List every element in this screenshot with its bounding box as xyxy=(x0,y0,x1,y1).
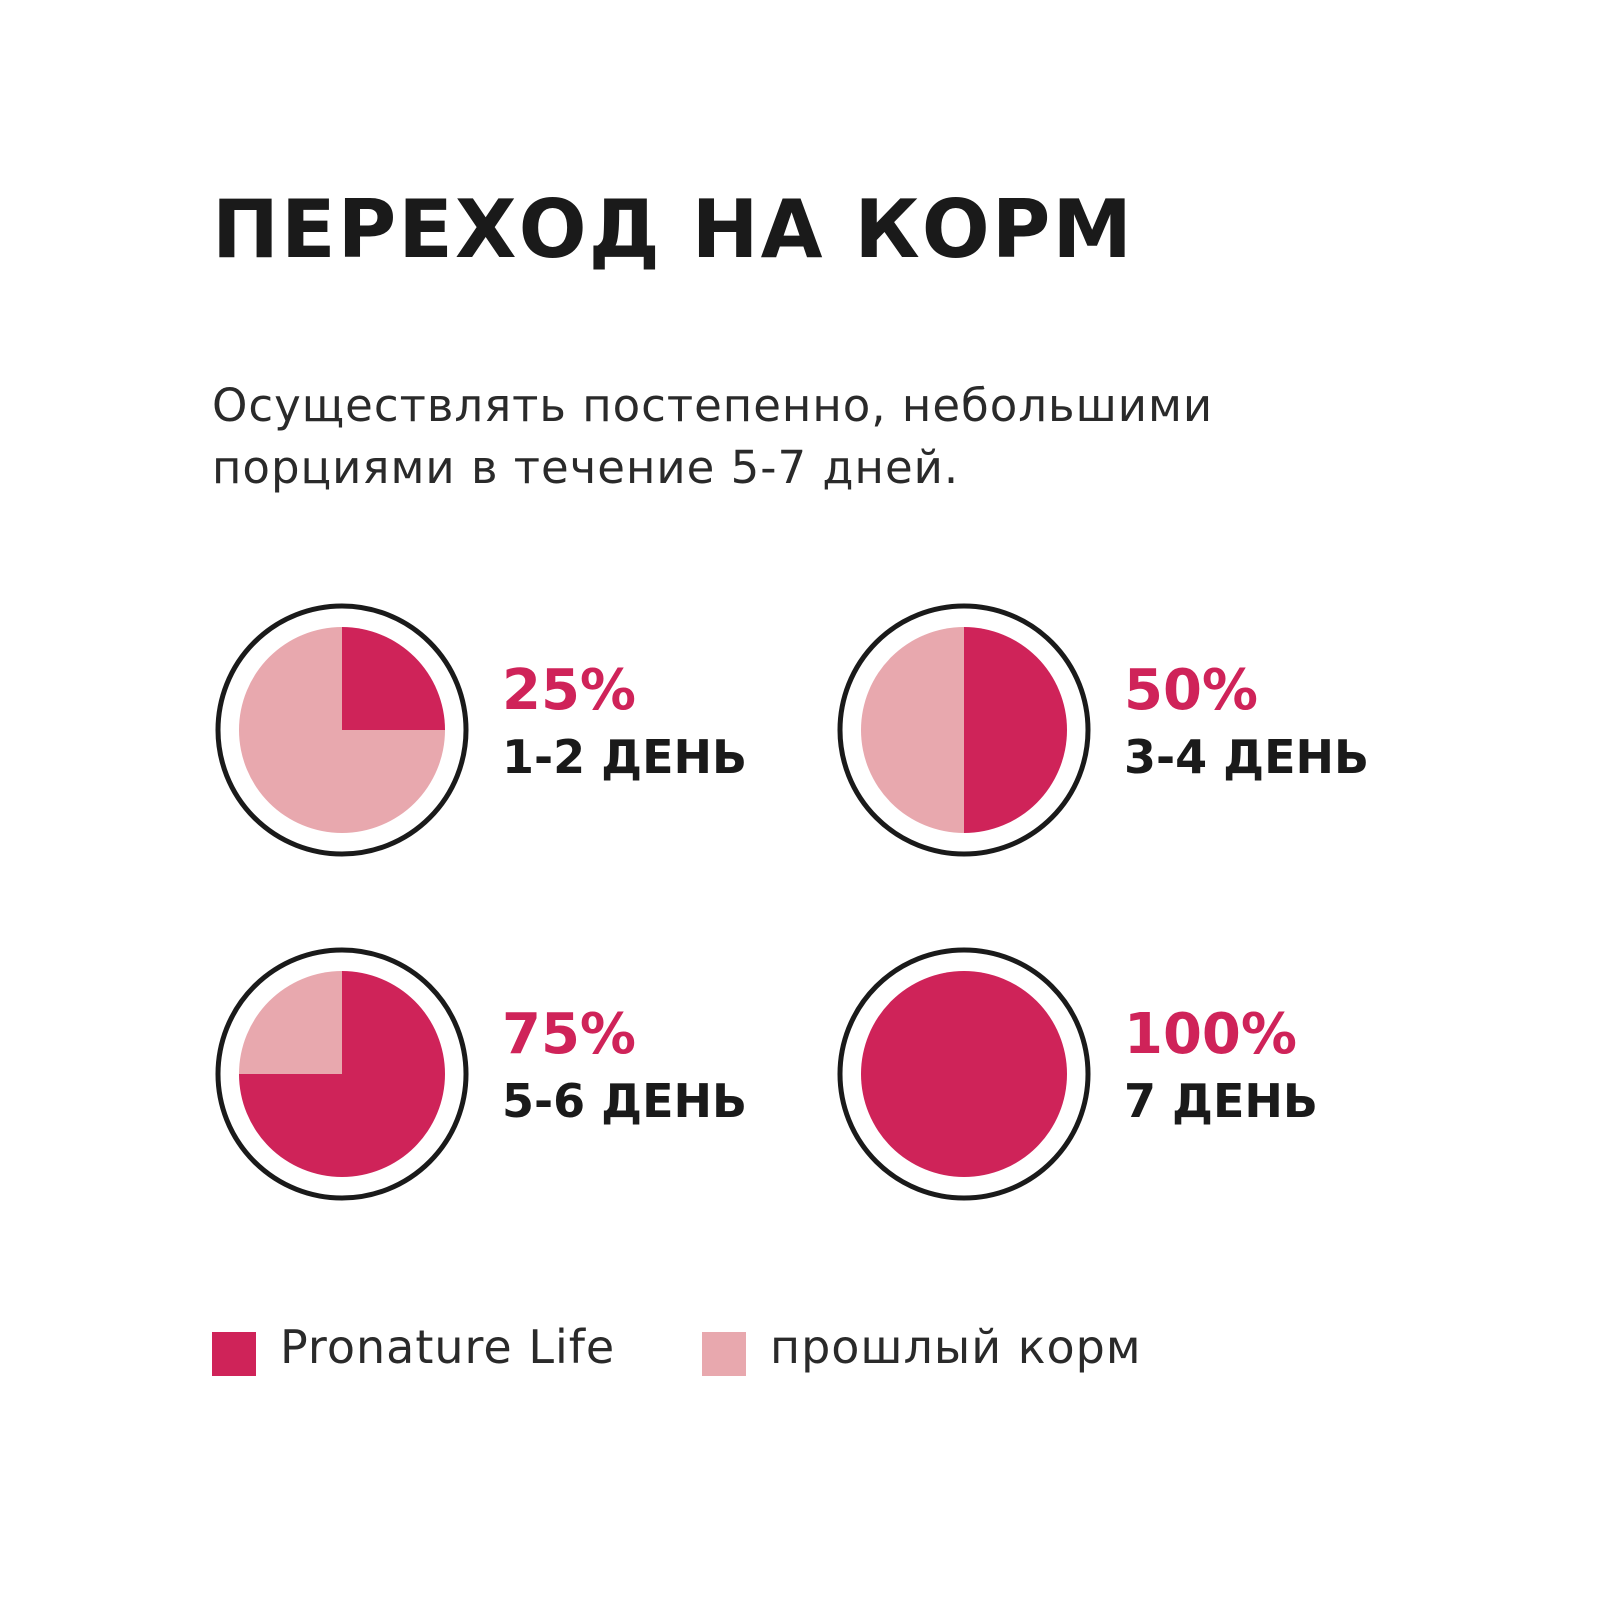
pie-chart-3 xyxy=(215,947,469,1201)
pie-slice-new-food xyxy=(861,971,1067,1177)
subtitle: Осуществлять постепенно, небольшими порц… xyxy=(212,379,1214,494)
pie-block-2: 50% 3-4 ДЕНЬ xyxy=(832,598,1432,868)
pie-chart-1 xyxy=(215,603,469,857)
percent-label: 25% xyxy=(502,658,637,723)
pie-slice-old-food xyxy=(861,627,964,833)
legend-swatch-pronature xyxy=(212,1332,256,1376)
pie-block-1: 25% 1-2 ДЕНЬ xyxy=(210,598,810,868)
legend-label: прошлый корм xyxy=(770,1320,1142,1374)
pie-slice-new-food xyxy=(964,627,1067,833)
pie-slice-new-food xyxy=(342,627,445,730)
day-label: 5-6 ДЕНЬ xyxy=(502,1074,748,1128)
pie-chart-4 xyxy=(837,947,1091,1201)
percent-label: 100% xyxy=(1124,1002,1298,1067)
pie-block-3: 75% 5-6 ДЕНЬ xyxy=(210,942,810,1212)
percent-label: 75% xyxy=(502,1002,637,1067)
legend-swatch-old-food xyxy=(702,1332,746,1376)
legend-label: Pronature Life xyxy=(280,1320,616,1374)
day-label: 1-2 ДЕНЬ xyxy=(502,730,748,784)
pie-slice-old-food xyxy=(239,971,342,1074)
page-title: ПЕРЕХОД НА КОРМ xyxy=(212,183,1135,276)
pie-slice-old-food xyxy=(239,627,445,833)
day-label: 7 ДЕНЬ xyxy=(1124,1074,1318,1128)
day-label: 3-4 ДЕНЬ xyxy=(1124,730,1370,784)
percent-label: 50% xyxy=(1124,658,1259,723)
pie-block-4: 100% 7 ДЕНЬ xyxy=(832,942,1432,1212)
pie-chart-2 xyxy=(837,603,1091,857)
